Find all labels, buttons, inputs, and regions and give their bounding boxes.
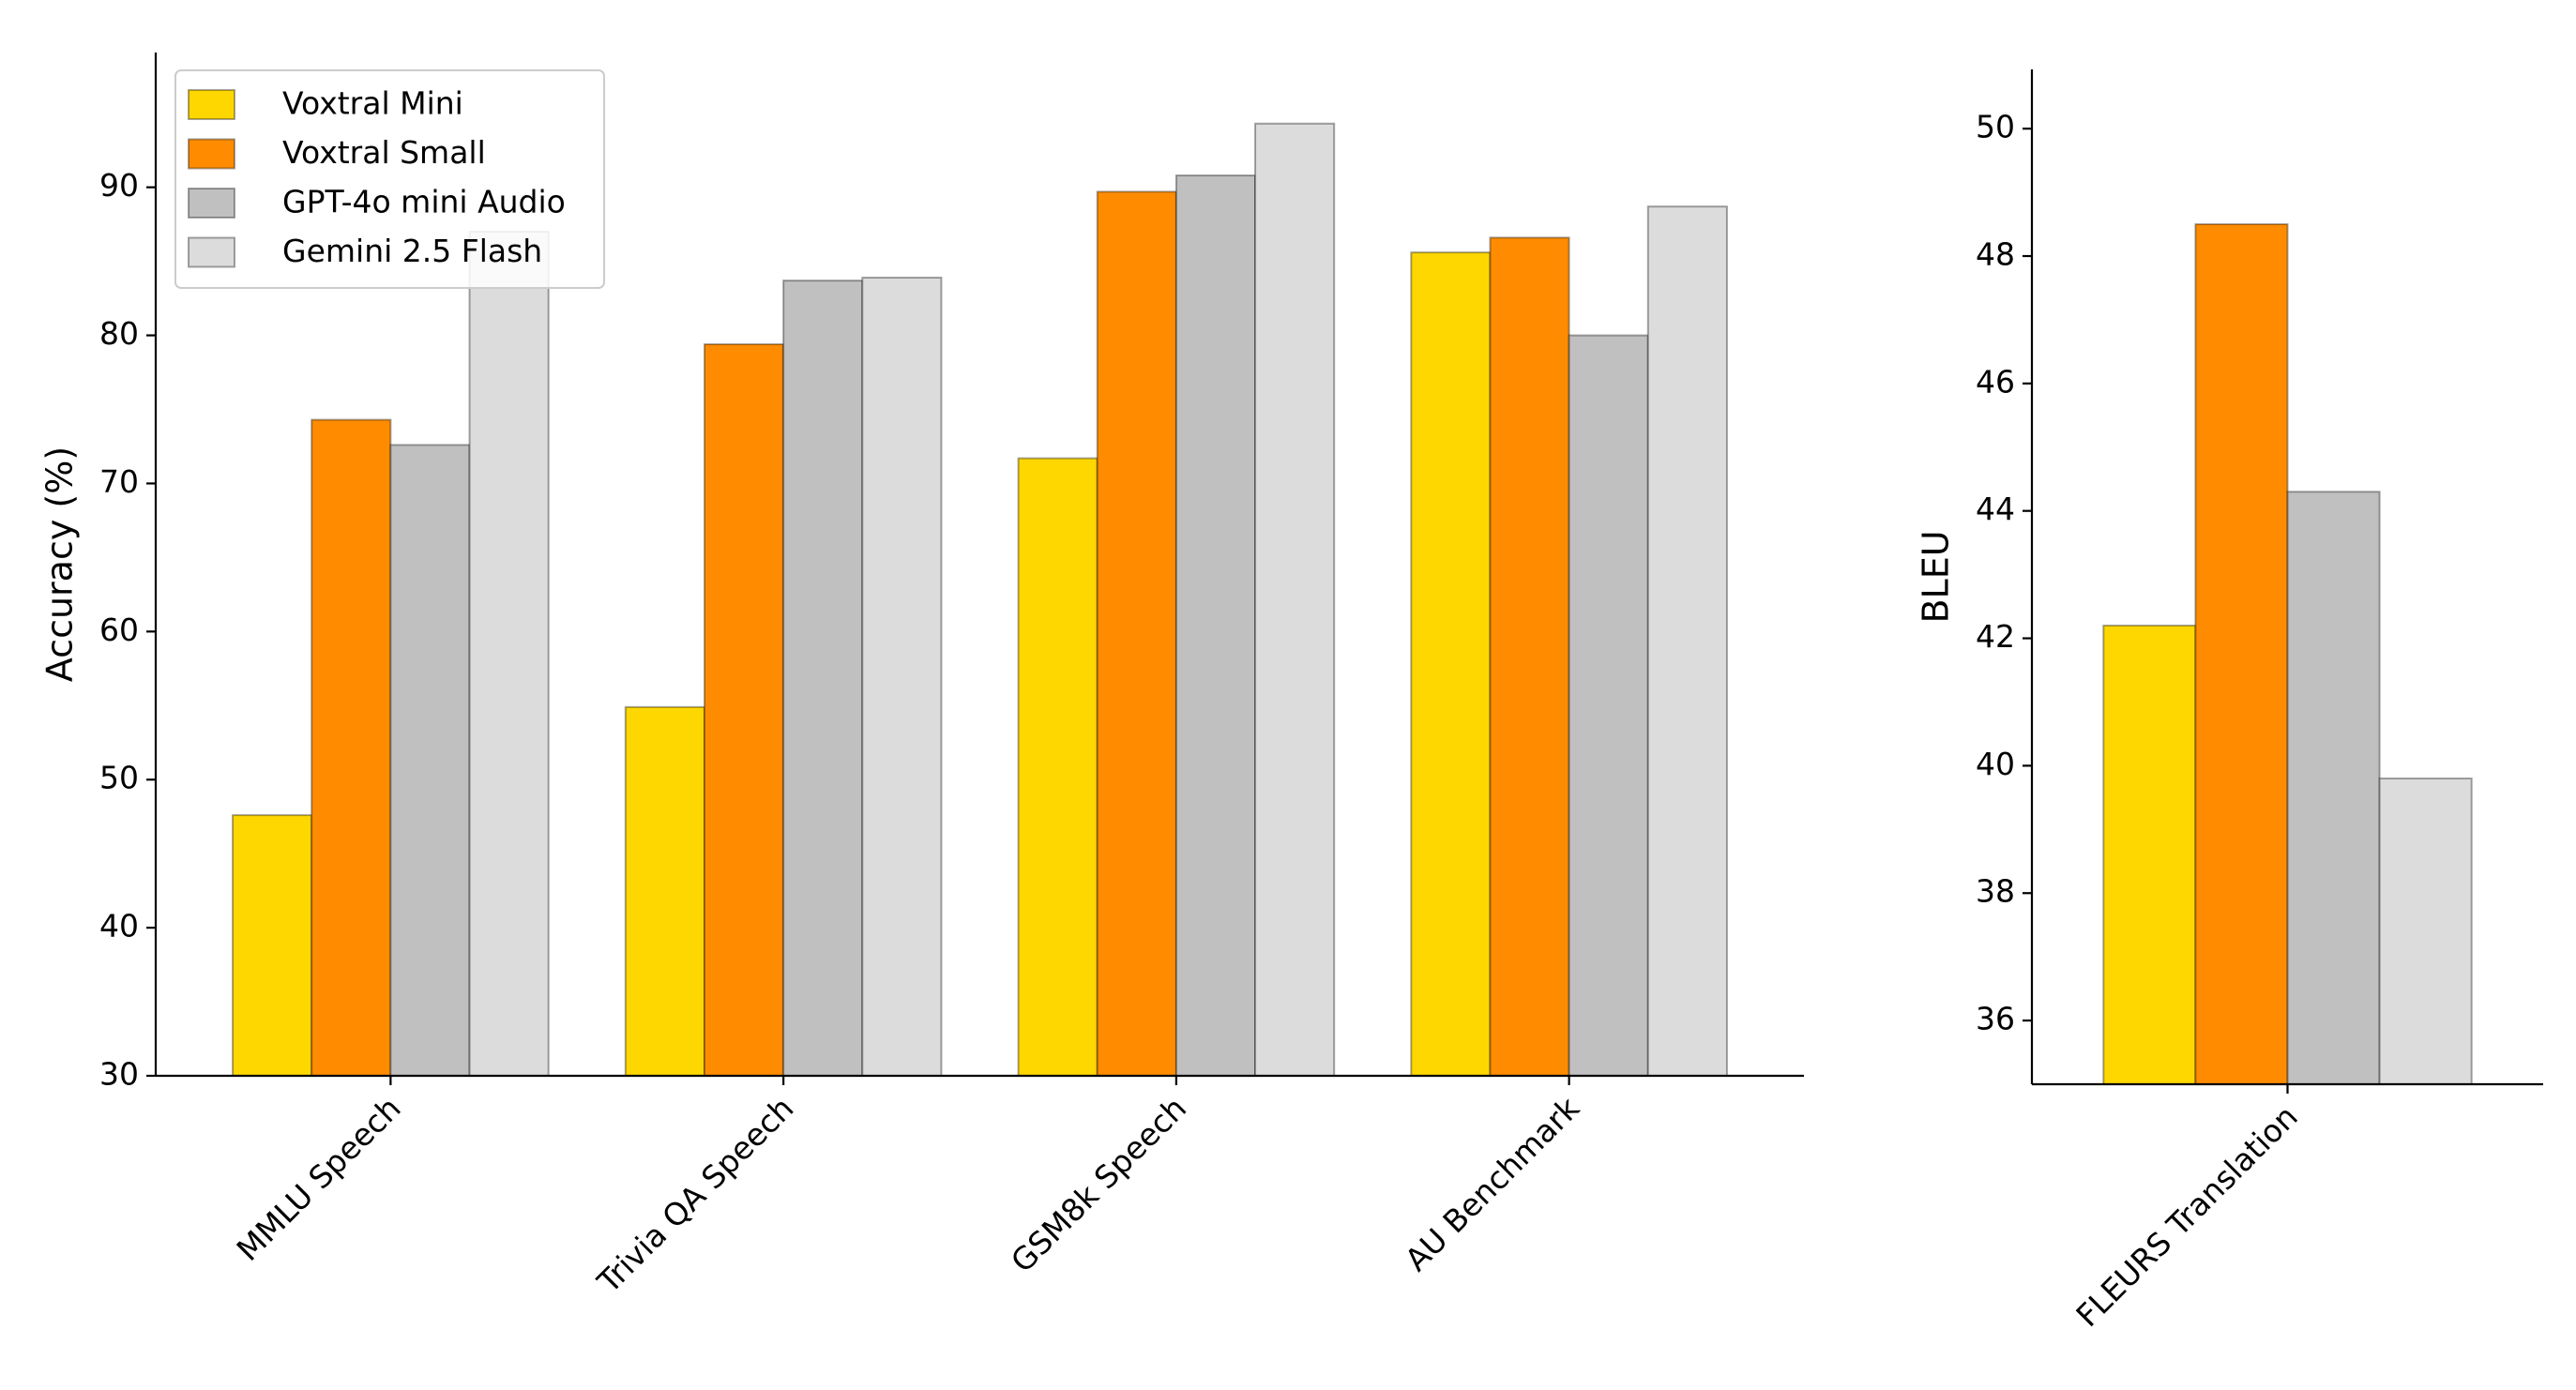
bar — [1489, 236, 1570, 1078]
y-tick-label: 40 — [99, 908, 139, 944]
bar — [311, 418, 392, 1077]
bar — [2102, 624, 2197, 1085]
legend-label: GPT-4o mini Audio — [282, 184, 566, 220]
x-tick-label: FLEURS Translation — [2068, 1098, 2304, 1334]
bar — [1174, 174, 1257, 1077]
bar — [389, 444, 471, 1077]
legend-swatch — [188, 89, 235, 120]
y-tick-label: 38 — [1976, 873, 2015, 910]
bar — [703, 343, 785, 1078]
y-tick-label: 50 — [1976, 109, 2015, 145]
bar — [861, 276, 943, 1078]
legend-box — [174, 69, 605, 289]
x-tick-label: AU Benchmark — [1398, 1089, 1587, 1278]
y-tick-label: 36 — [1976, 1001, 2015, 1037]
bar — [2194, 223, 2289, 1085]
y-tick-label: 70 — [99, 463, 139, 500]
y-tick-label: 80 — [99, 315, 139, 352]
bar — [232, 814, 313, 1077]
bar — [624, 705, 705, 1077]
legend-swatch — [188, 188, 235, 219]
y-tick-label: 44 — [1976, 491, 2015, 527]
legend-label: Voxtral Mini — [282, 85, 463, 122]
legend-swatch — [188, 138, 235, 170]
y-tick-label: 50 — [99, 760, 139, 796]
y-tick-label: 90 — [99, 167, 139, 204]
bar — [782, 280, 864, 1077]
bar — [1410, 251, 1492, 1078]
bar — [1096, 190, 1177, 1078]
x-tick-label: GSM8k Speech — [1004, 1090, 1193, 1279]
y-tick-label: 48 — [1976, 236, 2015, 273]
bar — [1017, 457, 1099, 1077]
legend-label: Voxtral Small — [282, 134, 486, 171]
bar — [468, 231, 550, 1078]
y-tick-label: 46 — [1976, 363, 2015, 400]
bar — [2378, 777, 2473, 1085]
y-tick-label: 40 — [1976, 746, 2015, 782]
legend: Voxtral Mini Voxtral Small GPT-4o mini Aud… — [174, 69, 605, 289]
x-tick-label: Trivia QA Speech — [590, 1090, 801, 1301]
bar — [1646, 205, 1728, 1078]
legend-swatch — [188, 236, 235, 268]
x-tick-label: MMLU Speech — [230, 1090, 408, 1268]
y-axis-label: BLEU — [1916, 530, 1957, 623]
bar — [1568, 334, 1649, 1077]
y-axis-label: Accuracy (%) — [39, 446, 81, 682]
y-tick-label: 30 — [99, 1056, 139, 1093]
bar — [1254, 122, 1336, 1077]
y-tick-label: 60 — [99, 612, 139, 648]
y-tick-label: 42 — [1976, 618, 2015, 655]
legend-label: Gemini 2.5 Flash — [282, 233, 542, 269]
bar — [2286, 491, 2381, 1085]
